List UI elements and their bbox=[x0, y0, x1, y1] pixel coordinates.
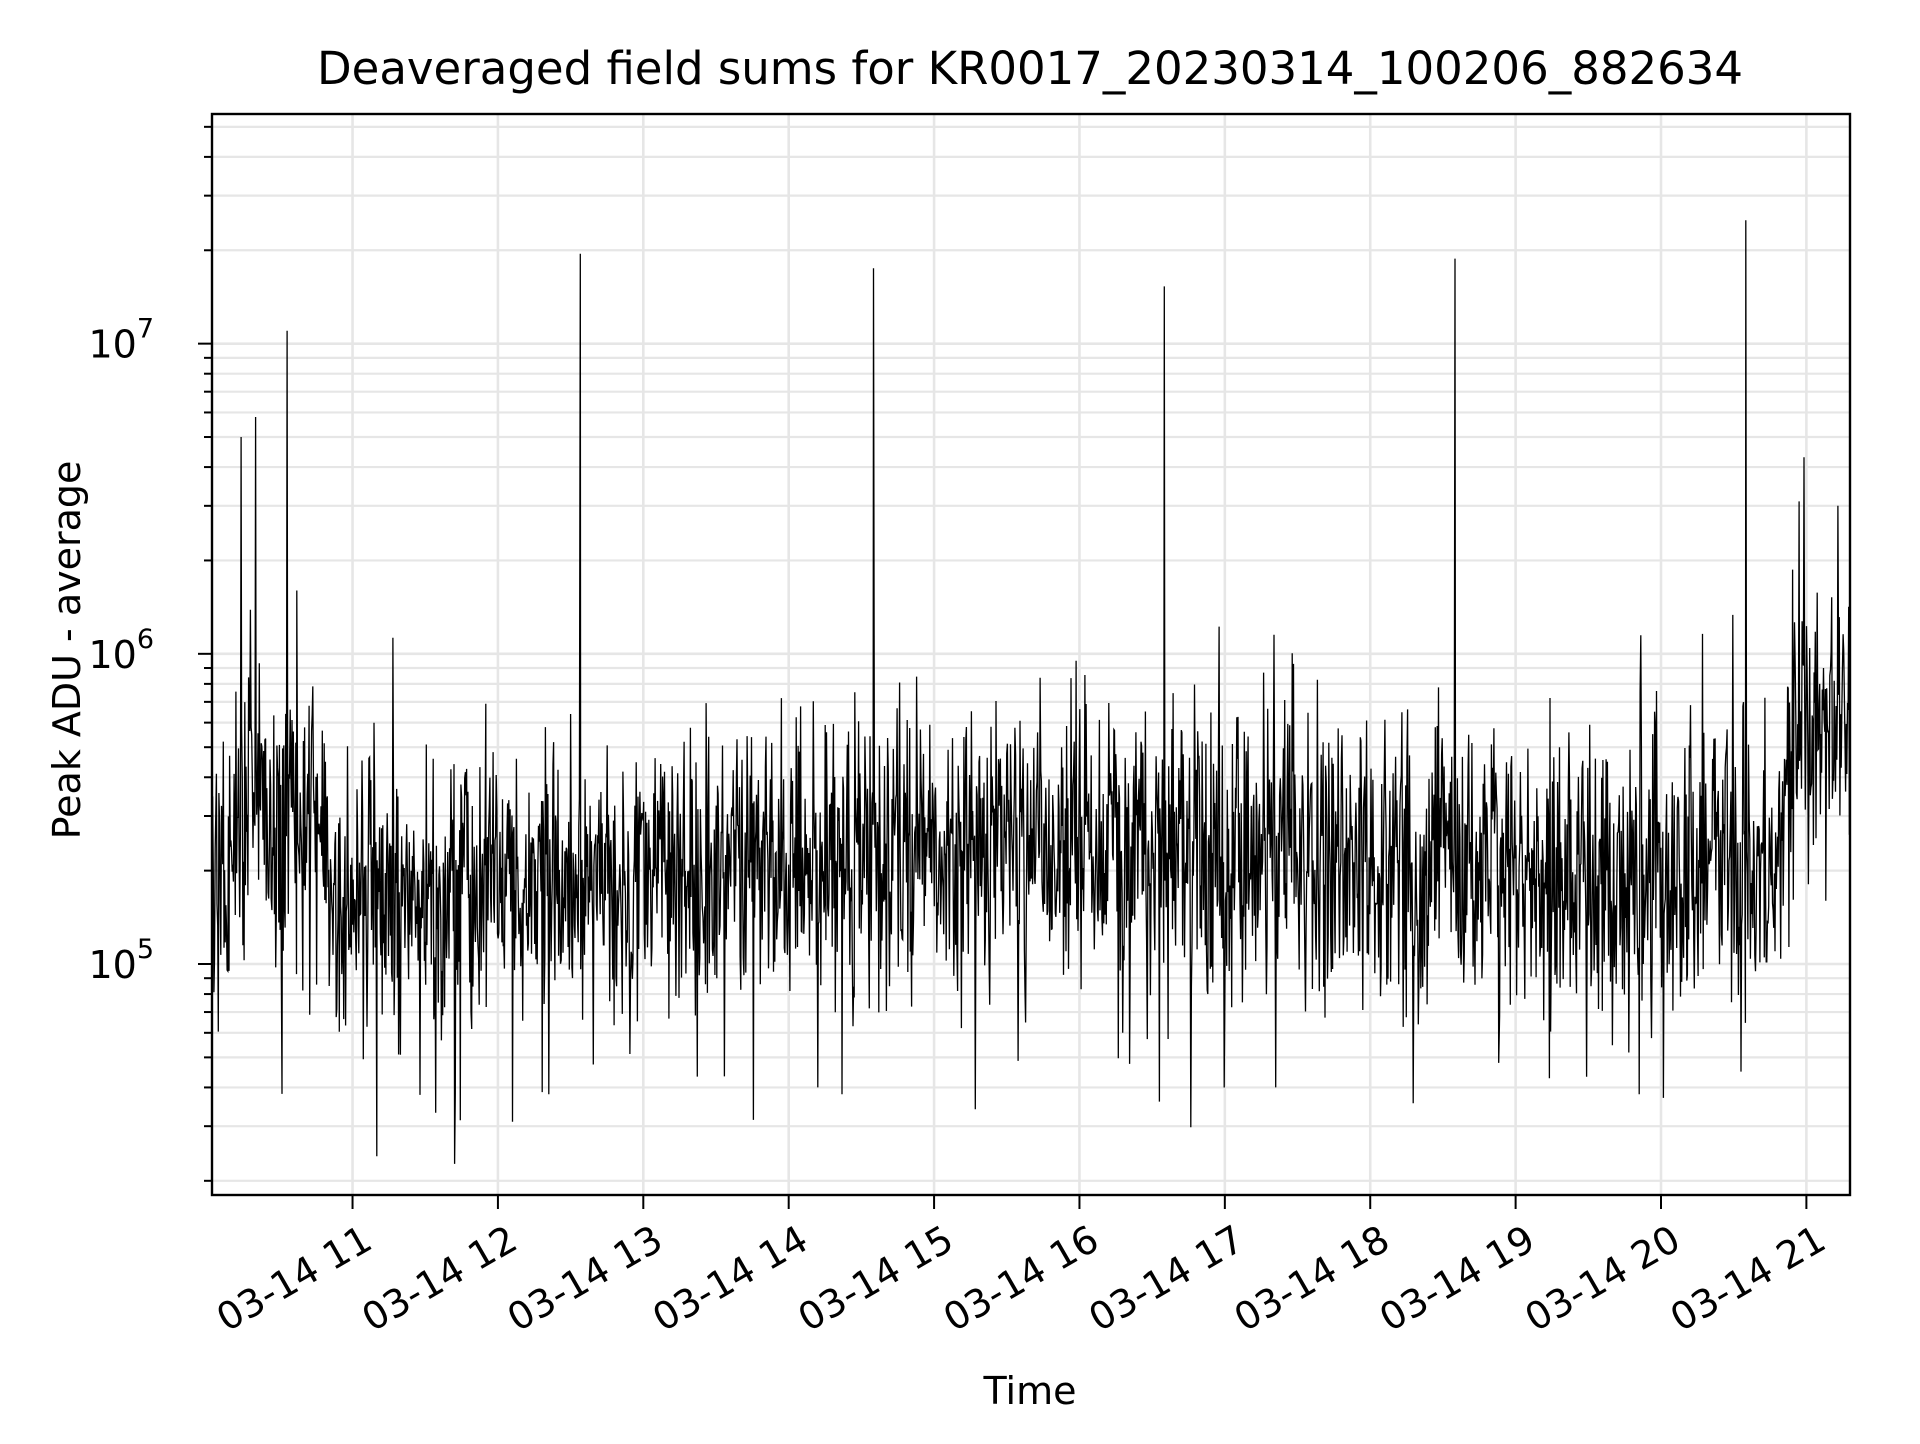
series-line bbox=[211, 220, 1851, 1164]
y-tick-exponent: 6 bbox=[137, 624, 154, 655]
y-axis-label: Peak ADU - average bbox=[45, 461, 89, 840]
series bbox=[211, 220, 1851, 1164]
x-axis-label: Time bbox=[983, 1369, 1077, 1413]
chart-title: Deaveraged field sums for KR0017_2023031… bbox=[317, 42, 1743, 95]
y-tick-exponent: 5 bbox=[137, 934, 154, 965]
plot-frame bbox=[210, 112, 1852, 1197]
y-tick-exponent: 7 bbox=[137, 314, 154, 345]
